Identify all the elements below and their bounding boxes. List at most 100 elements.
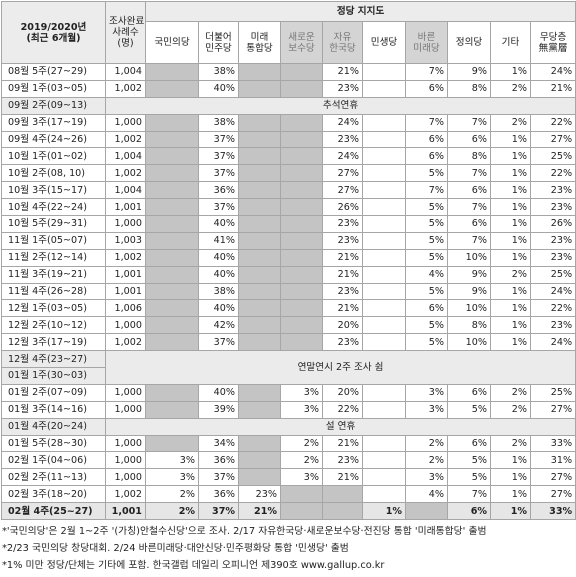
value-cell: 5% [405,248,448,267]
party-name-line: 미래 [250,31,269,43]
empty-cell [238,164,281,183]
empty-cell [145,63,199,81]
value-cell: 2% [405,451,448,470]
empty-cell [362,265,406,284]
value-cell: 2% [490,434,531,453]
period-cell: 02월 4주(25~27) [1,502,106,521]
period-cell: 02월 3주(18~20) [1,485,106,504]
value-cell: 4% [405,265,448,284]
value-cell: 10% [447,299,491,318]
table-body: 08월 5주(27~29) 1,004 38% 21% 7% 9% 1% 24% 09월 1주(… [1,63,576,521]
sample-cell: 1,000 [105,215,146,233]
sample-cell: 1,002 [105,333,146,352]
value-cell: 23% [322,282,363,301]
party-name-line: 민생당 [370,37,398,48]
value-cell: 27% [529,400,576,419]
empty-cell [280,79,323,98]
party-header: 자유 한국당 [322,21,363,64]
empty-cell [362,282,406,301]
value-cell: 33% [529,502,576,521]
data-row: 10월 2주(08, 10) 1,002 37% 27% 5% 7% 1% 22% [1,164,576,183]
data-row: 10월 3주(15~17) 1,004 36% 27% 7% 6% 1% 23% [1,181,576,200]
period-cell: 10월 4주(22~24) [1,198,106,217]
value-cell: 6% [405,79,448,98]
value-cell: 6% [405,147,448,166]
footnote: *2/23 국민의당 창당대회. 2/24 바른미래당·대안신당·민주평화당 통… [2,543,349,555]
value-cell: 41% [198,231,239,250]
value-cell: 42% [198,316,239,335]
data-row: 11월 4주(26~28) 1,001 38% 23% 5% 9% 1% 24% [1,282,576,301]
value-cell: 22% [529,164,576,183]
empty-cell [145,113,199,132]
value-cell: 36% [198,181,239,200]
empty-cell [145,79,199,98]
empty-cell [280,231,323,250]
value-cell: 5% [447,400,491,419]
empty-cell [238,181,281,200]
value-cell: 8% [447,147,491,166]
value-cell: 2% [405,434,448,453]
value-cell: 24% [529,333,576,352]
empty-cell [280,63,323,81]
empty-cell [238,79,281,98]
value-cell: 5% [405,231,448,250]
value-cell: 34% [198,434,239,453]
footnote: *1% 미만 정당/단체는 기타에 포함. 한국갤럽 데일리 오피니언 제390… [2,560,385,572]
period-cell: 10월 2주(08, 10) [1,164,106,183]
empty-cell [238,383,281,402]
sample-cell: 1,000 [105,451,146,470]
party-name-line: 미래당 [413,42,440,54]
value-cell: 5% [405,316,448,335]
empty-cell [238,248,281,267]
value-cell: 7% [447,113,491,132]
empty-cell [280,215,323,233]
value-cell: 3% [280,400,323,419]
value-cell: 6% [405,130,448,149]
value-cell: 1% [490,130,531,149]
value-cell: 24% [529,63,576,81]
data-row: 02월 4주(25~27) 1,001 2% 37% 21% 1% 6% 1% 33% [1,502,576,521]
empty-cell [238,198,281,217]
sample-cell: 1,002 [105,248,146,267]
value-cell: 23% [529,231,576,250]
value-cell: 3% [145,451,199,470]
value-cell: 23% [322,215,363,233]
note-cell: 설 연휴 [104,417,576,436]
sample-header: 조사완료 사례수 (명) [105,1,146,64]
value-cell: 20% [322,316,363,335]
sample-cell: 1,001 [105,282,146,301]
value-cell: 2% [490,265,531,284]
period-cell: 12월 1주(03~05) [1,299,106,318]
value-cell: 27% [322,181,363,200]
header-line: (최근 6개월) [26,32,81,44]
data-row: 10월 5주(29~31) 1,000 40% 23% 5% 6% 1% 26% [1,215,576,233]
sample-cell: 1,006 [105,299,146,318]
value-cell: 5% [405,164,448,183]
empty-cell [322,502,363,521]
sample-cell: 1,004 [105,63,146,81]
empty-cell [145,333,199,352]
empty-cell [362,434,406,453]
value-cell: 23% [322,333,363,352]
value-cell: 1% [490,485,531,504]
header-line: 사례수 [112,27,139,38]
header-line: (명) [117,38,134,49]
value-cell: 1% [490,451,531,470]
value-cell: 1% [490,333,531,352]
value-cell: 1% [490,468,531,487]
value-cell: 33% [529,434,576,453]
value-cell: 6% [447,383,491,402]
empty-cell [362,79,406,98]
value-cell: 1% [490,502,531,521]
value-cell: 7% [447,198,491,217]
empty-cell [145,383,199,402]
value-cell: 2% [490,400,531,419]
empty-cell [238,468,281,487]
data-row: 01월 3주(14~16) 1,000 39% 3% 22% 3% 5% 2% 27% [1,400,576,419]
value-cell: 1% [490,147,531,166]
data-row: 09월 4주(24~26) 1,002 37% 23% 6% 6% 1% 27% [1,130,576,149]
empty-cell [362,198,406,217]
party-header: 더불어 민주당 [198,21,239,64]
sample-cell: 1,002 [105,130,146,149]
empty-cell [145,400,199,419]
